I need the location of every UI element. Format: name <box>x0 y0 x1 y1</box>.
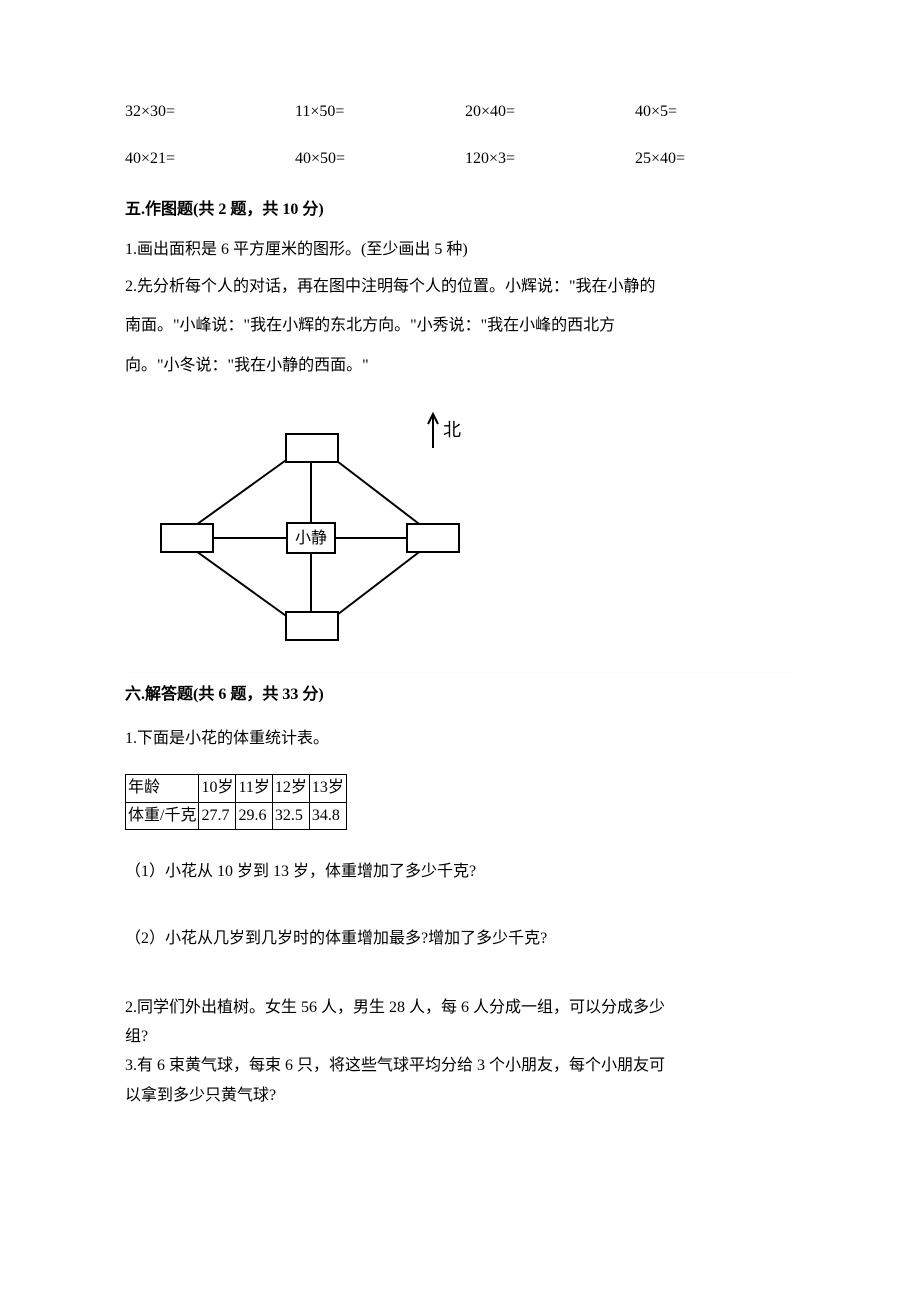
q6-3-line2: 以拿到多少只黄气球? <box>125 1082 795 1109</box>
divider <box>125 672 795 673</box>
node-top <box>286 434 338 462</box>
q5-2-line2: 南面。"小峰说："我在小辉的东北方向。"小秀说："我在小峰的西北方 <box>125 309 795 343</box>
math-cell: 40×50= <box>295 147 455 172</box>
q6-1-intro: 1.下面是小花的体重统计表。 <box>125 722 795 756</box>
q6-1-sub2: （2）小花从几岁到几岁时的体重增加最多?增加了多少千克? <box>125 927 795 952</box>
page: 32×30= 11×50= 20×40= 40×5= 40×21= 40×50=… <box>0 0 920 1302</box>
math-cell: 120×3= <box>465 147 625 172</box>
node-left <box>161 524 213 552</box>
table-cell: 34.8 <box>309 802 346 830</box>
north-arrow-icon: 北 <box>428 414 461 448</box>
table-cell: 12岁 <box>272 774 309 802</box>
table-row: 体重/千克 27.7 29.6 32.5 34.8 <box>126 802 347 830</box>
section-6-heading: 六.解答题(共 6 题，共 33 分) <box>125 683 795 708</box>
q5-1: 1.画出面积是 6 平方厘米的图形。(至少画出 5 种) <box>125 236 795 263</box>
q6-2-line1: 2.同学们外出植树。女生 56 人，男生 28 人，每 6 人分成一组，可以分成… <box>125 994 795 1021</box>
q6-2-line2: 组? <box>125 1023 795 1050</box>
table-cell: 27.7 <box>199 802 236 830</box>
math-cell: 25×40= <box>635 147 795 172</box>
node-center-label: 小静 <box>295 529 327 547</box>
table-cell: 体重/千克 <box>126 802 199 830</box>
math-cell: 32×30= <box>125 100 285 125</box>
q6-1-sub1: （1）小花从 10 岁到 13 岁，体重增加了多少千克? <box>125 860 795 885</box>
position-diagram: 北 <box>151 402 795 652</box>
arithmetic-grid: 32×30= 11×50= 20×40= 40×5= 40×21= 40×50=… <box>125 100 795 172</box>
table-row: 年龄 10岁 11岁 12岁 13岁 <box>126 774 347 802</box>
math-cell: 40×5= <box>635 100 795 125</box>
table-cell: 13岁 <box>309 774 346 802</box>
table-cell: 10岁 <box>199 774 236 802</box>
table-cell: 年龄 <box>126 774 199 802</box>
q5-2-line1: 2.先分析每个人的对话，再在图中注明每个人的位置。小辉说："我在小静的 <box>125 270 795 304</box>
node-bottom <box>286 612 338 640</box>
node-right <box>407 524 459 552</box>
weight-table-block: 年龄 10岁 11岁 12岁 13岁 体重/千克 27.7 29.6 32.5 … <box>125 774 795 831</box>
table-cell: 29.6 <box>236 802 272 830</box>
math-cell: 20×40= <box>465 100 625 125</box>
q5-2-line3: 向。"小冬说："我在小静的西面。" <box>125 349 795 383</box>
section-5-heading: 五.作图题(共 2 题，共 10 分) <box>125 198 795 223</box>
table-cell: 11岁 <box>236 774 272 802</box>
math-cell: 11×50= <box>295 100 455 125</box>
q6-3-line1: 3.有 6 束黄气球，每束 6 只，将这些气球平均分给 3 个小朋友，每个小朋友… <box>125 1052 795 1079</box>
north-label: 北 <box>443 420 461 440</box>
math-cell: 40×21= <box>125 147 285 172</box>
weight-table: 年龄 10岁 11岁 12岁 13岁 体重/千克 27.7 29.6 32.5 … <box>125 774 347 831</box>
table-cell: 32.5 <box>272 802 309 830</box>
